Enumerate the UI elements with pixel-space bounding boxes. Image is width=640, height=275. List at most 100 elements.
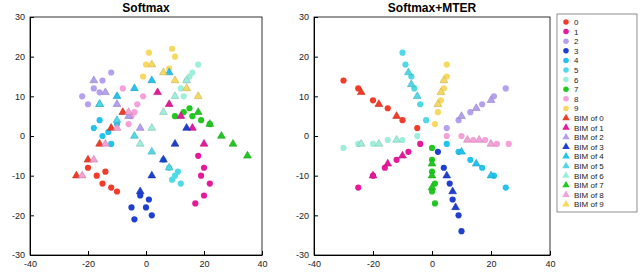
triangle-point xyxy=(413,92,421,99)
tick: -20 xyxy=(12,211,34,221)
circle-point xyxy=(435,149,441,155)
tick-mark xyxy=(550,251,551,255)
circle-point xyxy=(146,196,152,202)
tick-label: 20 xyxy=(199,259,209,269)
triangle-point xyxy=(440,76,448,83)
tick-mark xyxy=(314,255,318,256)
triangle-point xyxy=(183,76,191,83)
triangle-point xyxy=(96,100,104,107)
circle-point xyxy=(402,62,408,68)
triangle-point xyxy=(148,76,156,83)
circle-point xyxy=(447,181,453,187)
tick-mark xyxy=(314,176,318,177)
triangle-point xyxy=(183,124,191,131)
tick-label: 0 xyxy=(304,131,309,141)
series xyxy=(444,85,509,131)
triangle-point xyxy=(194,108,202,115)
circle-point xyxy=(207,181,213,187)
series xyxy=(428,159,436,190)
circle-point xyxy=(385,137,391,143)
series xyxy=(435,149,465,235)
triangle-point xyxy=(125,108,133,115)
series xyxy=(85,165,120,195)
tick: 0 xyxy=(144,251,149,269)
tick-label: -10 xyxy=(296,171,309,181)
triangle-point xyxy=(407,80,415,87)
circle-point xyxy=(458,133,464,139)
circle-point xyxy=(99,181,105,187)
tick-mark xyxy=(491,251,492,255)
triangle-point xyxy=(171,92,179,99)
triangle-point xyxy=(428,171,436,178)
tick-mark xyxy=(30,136,34,137)
triangle-point xyxy=(428,159,436,166)
legend-label: 7 xyxy=(574,85,579,94)
legend-marker xyxy=(562,191,569,197)
plot-frame xyxy=(314,17,550,255)
legend-marker xyxy=(562,162,569,168)
circle-point xyxy=(414,133,420,139)
triangle-point xyxy=(437,88,445,95)
legend-label: BIM of 2 xyxy=(574,133,604,142)
tick-mark xyxy=(30,96,34,97)
legend-marker xyxy=(562,152,569,158)
triangle-point xyxy=(160,155,168,162)
legend-label: 6 xyxy=(574,76,579,85)
series xyxy=(355,141,423,191)
circle-point xyxy=(131,216,137,222)
series xyxy=(443,171,460,209)
y-axis: -30-20-100102030 xyxy=(296,12,318,260)
triangle-point xyxy=(375,139,383,146)
triangle-point xyxy=(206,120,214,127)
legend-label: BIM of 1 xyxy=(574,124,604,133)
triangle-point xyxy=(393,112,401,119)
circle-point xyxy=(186,105,192,111)
tick-label: -20 xyxy=(367,259,380,269)
tick: -20 xyxy=(82,251,95,269)
series xyxy=(79,69,114,107)
circle-point xyxy=(140,93,146,99)
triangle-point xyxy=(113,92,121,99)
triangle-point xyxy=(357,139,365,146)
series xyxy=(464,135,495,146)
circle-point xyxy=(506,141,512,147)
tick: 0 xyxy=(20,131,34,141)
triangle-point xyxy=(194,92,202,99)
triangle-point xyxy=(458,147,466,154)
tick-mark xyxy=(314,57,318,58)
series xyxy=(120,85,146,127)
legend-label: BIM of 6 xyxy=(574,172,604,181)
legend-marker xyxy=(562,181,569,187)
circle-point xyxy=(178,181,184,187)
tick-mark xyxy=(30,17,34,18)
circle-point xyxy=(444,141,450,147)
series xyxy=(178,62,202,100)
circle-point xyxy=(444,125,450,131)
circle-point xyxy=(172,54,178,60)
triangle-point xyxy=(102,139,110,146)
triangle-point xyxy=(357,88,365,95)
tick-label: 30 xyxy=(15,12,25,22)
triangle-point xyxy=(393,135,401,142)
legend-marker xyxy=(563,77,569,83)
circle-point xyxy=(79,93,85,99)
circle-point xyxy=(444,133,450,139)
tick-label: 20 xyxy=(15,52,25,62)
circle-point xyxy=(181,93,187,99)
tick: 40 xyxy=(545,251,555,269)
tick: -20 xyxy=(296,211,318,221)
triangle-point xyxy=(472,104,480,111)
tick-label: 0 xyxy=(430,259,435,269)
legend-marker xyxy=(563,86,569,92)
circle-point xyxy=(441,165,447,171)
tick-label: 20 xyxy=(299,52,309,62)
axis-line xyxy=(31,255,263,256)
series xyxy=(128,192,154,222)
tick-mark xyxy=(88,251,89,255)
plot-area xyxy=(73,46,252,223)
triangle-point xyxy=(136,187,144,194)
series xyxy=(90,76,144,130)
plot-area xyxy=(340,50,511,235)
legend-label: 3 xyxy=(574,47,579,56)
legend-label: 8 xyxy=(574,95,579,104)
